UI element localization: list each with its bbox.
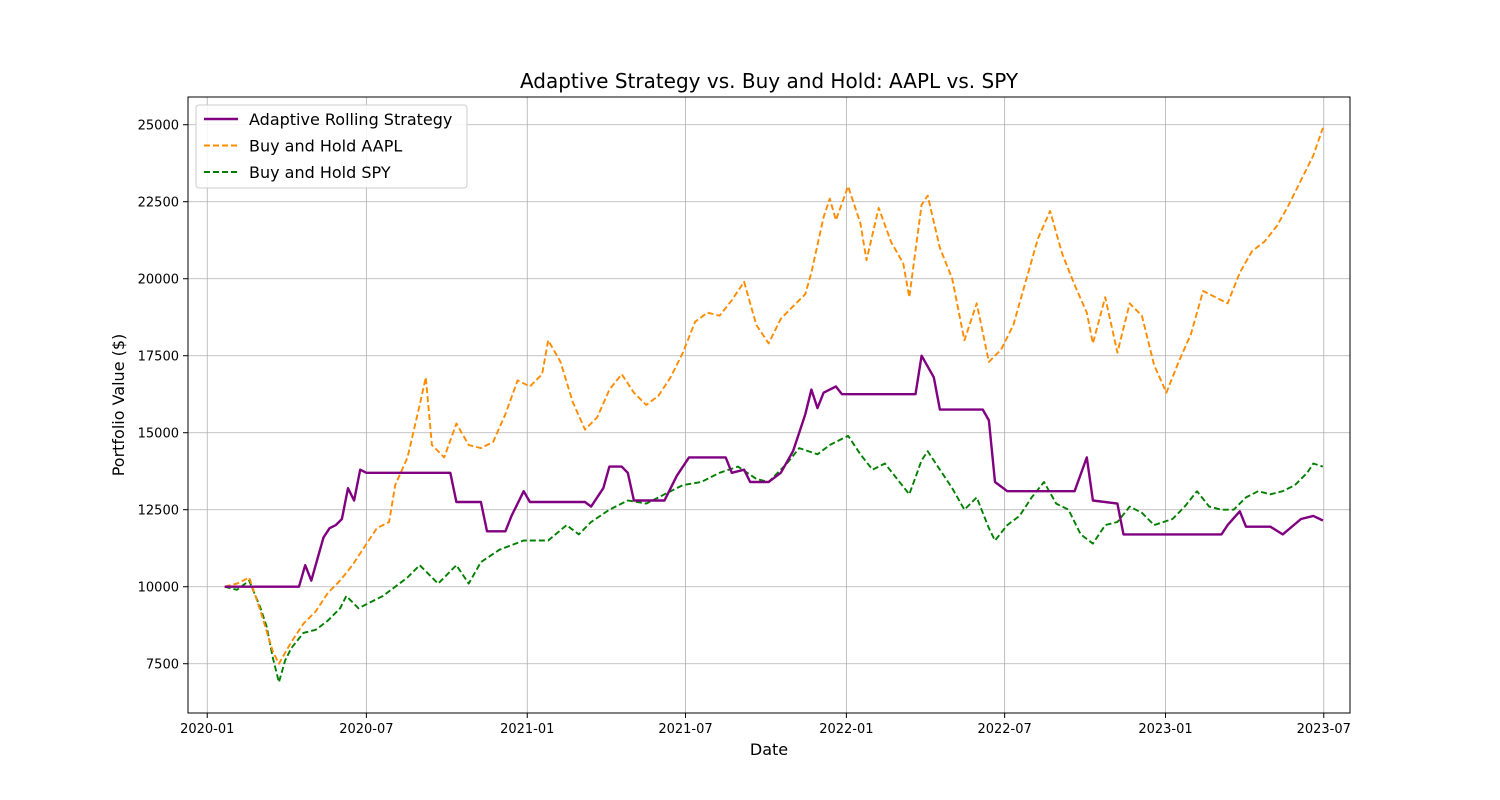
legend-box bbox=[195, 104, 468, 189]
plot-frame bbox=[187, 96, 1351, 714]
y-tick-label: 10000 bbox=[138, 581, 179, 596]
chart-title: Adaptive Strategy vs. Buy and Hold: AAPL… bbox=[520, 69, 1019, 93]
x-tick-label: 2023-01 bbox=[1138, 722, 1192, 737]
y-tick-label: 22500 bbox=[138, 196, 179, 211]
x-tick-label: 2020-07 bbox=[339, 722, 393, 737]
grid bbox=[188, 97, 1350, 713]
y-tick-label: 7500 bbox=[146, 658, 179, 673]
y-axis-label: Portfolio Value ($) bbox=[109, 334, 128, 477]
legend-label-1: Buy and Hold AAPL bbox=[249, 137, 402, 156]
series-line-2 bbox=[224, 434, 1324, 684]
x-tick-label: 2020-01 bbox=[180, 722, 234, 737]
y-tick-label: 20000 bbox=[138, 273, 179, 288]
series-line-1 bbox=[224, 127, 1324, 665]
x-tick-label: 2021-01 bbox=[500, 722, 554, 737]
series-layer bbox=[224, 127, 1324, 684]
series-line-0 bbox=[224, 354, 1324, 588]
legend: Adaptive Rolling Strategy Buy and Hold AA… bbox=[195, 104, 468, 189]
x-tick-label: 2022-07 bbox=[977, 722, 1031, 737]
x-tick-label: 2022-01 bbox=[819, 722, 873, 737]
y-tick-label: 25000 bbox=[138, 119, 179, 134]
y-tick-label: 12500 bbox=[138, 504, 179, 519]
axes-ticks: 2020-01 2020-07 2021-01 2021-07 2022-01 2022-… bbox=[138, 119, 1351, 737]
x-tick-label: 2021-07 bbox=[658, 722, 712, 737]
x-tick-label: 2023-07 bbox=[1297, 722, 1351, 737]
y-tick-label: 15000 bbox=[138, 427, 179, 442]
legend-label-2: Buy and Hold SPY bbox=[249, 163, 391, 182]
legend-label-0: Adaptive Rolling Strategy bbox=[249, 110, 452, 129]
x-axis-label: Date bbox=[750, 740, 788, 759]
y-tick-label: 17500 bbox=[138, 350, 179, 365]
